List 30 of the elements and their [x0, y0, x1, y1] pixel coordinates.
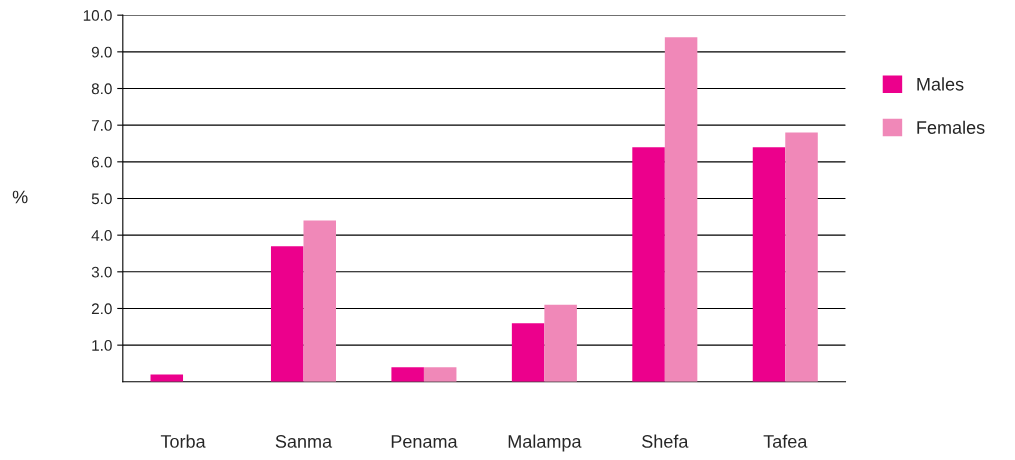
legend-label: Males: [917, 77, 964, 91]
bar: [423, 367, 457, 382]
bar: [785, 132, 818, 382]
y-tick-label: 1.0: [92, 340, 112, 351]
x-tick-label: Shefa: [642, 434, 689, 448]
bar: [752, 147, 786, 382]
y-tick-label: 10.0: [83, 10, 112, 21]
legend-label: Females: [917, 120, 985, 134]
bar: [391, 367, 424, 382]
bar: [664, 37, 698, 382]
bar: [303, 220, 337, 382]
x-tick-label: Penama: [391, 435, 458, 448]
x-tick-label: Malampa: [508, 434, 582, 452]
x-tick-label: Torba: [160, 434, 206, 448]
bar: [511, 323, 545, 382]
y-axis-title: %: [12, 190, 28, 204]
y-tick-label: 7.0: [91, 120, 112, 131]
y-tick-label: 5.0: [91, 193, 112, 205]
bar: [270, 246, 304, 382]
x-tick-label: Sanma: [275, 435, 333, 448]
y-tick-label: 3.0: [91, 266, 112, 278]
x-tick-label: Tafea: [763, 434, 808, 448]
y-tick-label: 4.0: [91, 230, 112, 241]
bar: [544, 304, 577, 382]
bar: [632, 147, 665, 382]
y-tick-label: 6.0: [91, 156, 112, 168]
y-tick-label: 2.0: [91, 303, 112, 315]
y-tick-label: 9.0: [91, 46, 112, 58]
bar: [150, 374, 184, 382]
y-tick-label: 8.0: [91, 83, 112, 95]
